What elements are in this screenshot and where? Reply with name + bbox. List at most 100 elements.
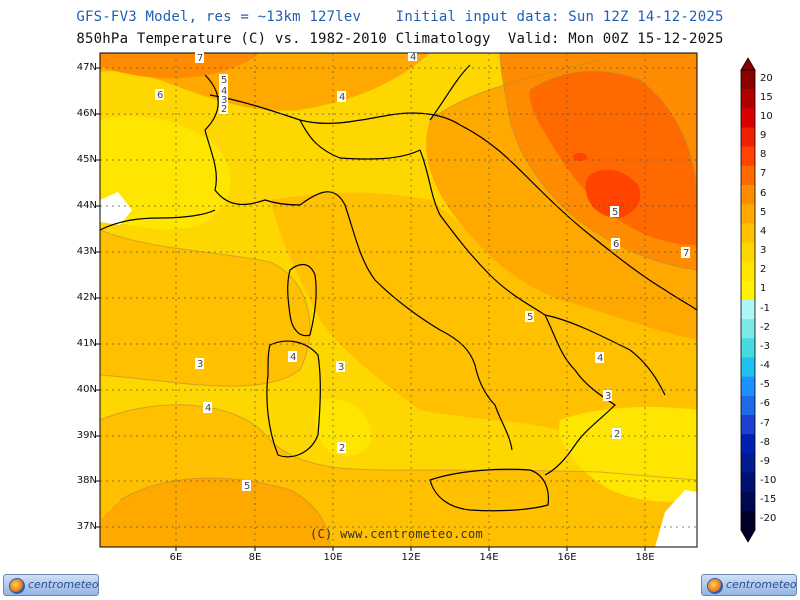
ticks bbox=[96, 67, 646, 551]
colorbar-label: -20 bbox=[760, 513, 777, 525]
lat-label: 46N bbox=[76, 108, 97, 119]
colorbar-label: -4 bbox=[760, 360, 770, 372]
contour-label: 3 bbox=[336, 361, 345, 373]
lon-label: 8E bbox=[248, 552, 262, 563]
colorbar-label: -15 bbox=[760, 494, 777, 506]
lat-label: 45N bbox=[76, 154, 97, 165]
svg-text:2: 2 bbox=[221, 104, 227, 115]
contour-label: 5 bbox=[525, 311, 534, 323]
lat-label: 37N bbox=[76, 521, 97, 532]
svg-text:3: 3 bbox=[221, 95, 227, 106]
plot-frame bbox=[99, 52, 698, 548]
centrometeo-logo-right[interactable]: centrometeo bbox=[701, 574, 797, 596]
colorbar-swatch bbox=[741, 280, 755, 301]
centrometeo-logo-left[interactable]: centrometeo bbox=[3, 574, 99, 596]
svg-text:4: 4 bbox=[597, 353, 603, 364]
colorbar-swatch bbox=[741, 510, 755, 531]
contour-label: 5 bbox=[242, 480, 251, 492]
contour-label: 2 bbox=[337, 442, 346, 454]
contour-label: 4 bbox=[408, 52, 417, 63]
lat-label: 41N bbox=[76, 338, 97, 349]
colorbar-swatch bbox=[741, 338, 755, 358]
contour-label: 4 bbox=[288, 351, 297, 363]
colorbar-label: 15 bbox=[760, 91, 773, 103]
svg-text:6: 6 bbox=[157, 90, 163, 101]
band-3-4-center bbox=[270, 192, 697, 460]
contour-label: 5 bbox=[219, 74, 228, 86]
colorbar-swatch bbox=[741, 434, 755, 454]
lon-label: 16E bbox=[557, 552, 577, 563]
contour-label: 3 bbox=[219, 94, 228, 106]
colorbar-label: 3 bbox=[760, 245, 767, 257]
lat-label: 38N bbox=[76, 475, 97, 486]
colorbar-bottom-arrow bbox=[740, 529, 756, 543]
band-2-3-sardinia bbox=[315, 399, 372, 456]
contour-label: 6 bbox=[611, 238, 620, 250]
colorbar-swatch bbox=[741, 127, 755, 148]
colorbar-label: -6 bbox=[760, 398, 770, 410]
colorbar-label: -10 bbox=[760, 475, 777, 487]
lon-label: 18E bbox=[635, 552, 655, 563]
colorbar bbox=[740, 57, 756, 543]
colorbar-label: 2 bbox=[760, 264, 767, 276]
colorbar-swatch bbox=[741, 415, 755, 435]
colorbar-label: 1 bbox=[760, 283, 767, 295]
lat-label: 47N bbox=[76, 62, 97, 73]
colorbar-swatch bbox=[741, 89, 755, 109]
contour-label: 4 bbox=[337, 91, 346, 103]
svg-text:4: 4 bbox=[221, 86, 227, 97]
colorbar-swatch bbox=[741, 300, 755, 320]
svg-text:2: 2 bbox=[339, 443, 345, 454]
contour-label: 7 bbox=[195, 52, 204, 64]
svg-text:4: 4 bbox=[290, 352, 296, 363]
svg-text:5: 5 bbox=[612, 207, 618, 218]
band-5-6-nw bbox=[100, 53, 260, 79]
copyright-credit: (C) www.centrometeo.com bbox=[310, 527, 484, 541]
colorbar-label: -7 bbox=[760, 417, 770, 429]
temperature-field bbox=[100, 53, 697, 547]
colorbar-swatch bbox=[741, 146, 755, 167]
svg-text:4: 4 bbox=[205, 403, 211, 414]
header-line-1: GFS-FV3 Model, res = ~13km 127lev Initia… bbox=[76, 9, 724, 25]
svg-text:5: 5 bbox=[221, 75, 227, 86]
colorbar-label: 9 bbox=[760, 130, 767, 142]
colorbar-swatch bbox=[741, 70, 755, 90]
colorbar-label: 7 bbox=[760, 168, 767, 180]
contour-label: 5 bbox=[610, 206, 619, 218]
contour-label: 4 bbox=[219, 85, 228, 97]
colorbar-label: 4 bbox=[760, 225, 767, 237]
colorbar-swatch bbox=[741, 108, 755, 128]
colorbar-swatch bbox=[741, 261, 755, 282]
no-data-west bbox=[100, 192, 132, 225]
band-6-7 bbox=[529, 71, 697, 245]
colorbar-swatch bbox=[741, 204, 755, 224]
svg-text:7: 7 bbox=[197, 53, 203, 64]
colorbar-label: -9 bbox=[760, 455, 770, 467]
band-2-3-west bbox=[100, 116, 231, 230]
colorbar-swatch bbox=[741, 165, 755, 186]
lon-label: 12E bbox=[401, 552, 421, 563]
band-2-3-ionian bbox=[559, 407, 697, 502]
contour-label: 2 bbox=[612, 428, 621, 440]
svg-text:3: 3 bbox=[338, 362, 344, 373]
band-3-4-west bbox=[100, 230, 310, 387]
logo-text: centrometeo bbox=[28, 578, 99, 591]
svg-text:6: 6 bbox=[613, 239, 619, 250]
globe-icon bbox=[707, 578, 723, 594]
contour-lines bbox=[100, 53, 697, 547]
contour-label: 3 bbox=[603, 390, 612, 402]
colorbar-swatch bbox=[741, 453, 755, 473]
colorbar-label: -5 bbox=[760, 379, 770, 391]
svg-text:2: 2 bbox=[614, 429, 620, 440]
svg-text:3: 3 bbox=[197, 359, 203, 370]
colorbar-label: 10 bbox=[760, 110, 773, 122]
logo-text: centrometeo bbox=[726, 578, 797, 591]
svg-text:4: 4 bbox=[339, 92, 345, 103]
colorbar-label: 20 bbox=[760, 72, 773, 84]
contour-label: 4 bbox=[203, 402, 212, 414]
svg-text:7: 7 bbox=[683, 248, 689, 259]
header-line-2: 850hPa Temperature (C) vs. 1982-2010 Cli… bbox=[76, 31, 724, 47]
band-4-5-south bbox=[100, 478, 330, 547]
lat-label: 39N bbox=[76, 430, 97, 441]
contour-label: 4 bbox=[595, 352, 604, 364]
